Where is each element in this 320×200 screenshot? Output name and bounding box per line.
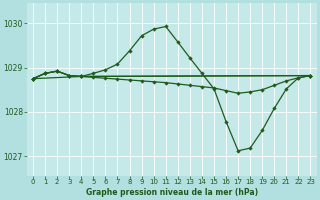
X-axis label: Graphe pression niveau de la mer (hPa): Graphe pression niveau de la mer (hPa) <box>86 188 258 197</box>
